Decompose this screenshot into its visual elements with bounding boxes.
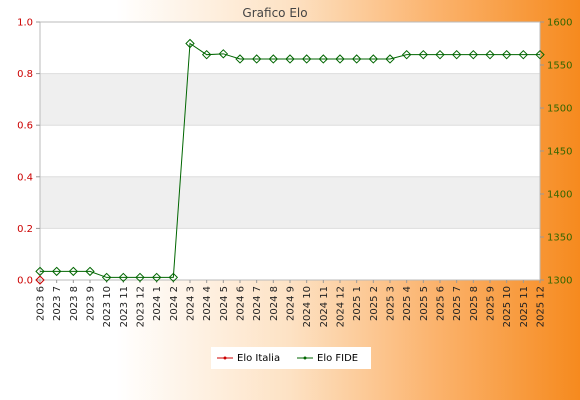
plot-area <box>40 22 540 280</box>
right-tick-label: 1350 <box>547 233 572 244</box>
data-point-elo-fide <box>101 272 112 283</box>
right-tick-label: 1550 <box>547 61 572 72</box>
data-point-elo-fide <box>185 38 195 49</box>
data-point-elo-fide <box>318 54 329 64</box>
x-tick-label: 2023 12 <box>136 286 147 327</box>
x-tick-label: 2025 11 <box>519 286 530 327</box>
data-point-elo-fide <box>85 266 95 277</box>
x-tick-label: 2024 4 <box>202 286 213 321</box>
left-tick-label: 1.0 <box>17 18 33 29</box>
x-tick-label: 2025 2 <box>369 286 380 321</box>
left-tick-label: 0.8 <box>17 69 33 80</box>
data-point-elo-fide <box>468 49 479 60</box>
x-tick-label: 2025 8 <box>469 286 480 321</box>
right-tick-label: 1300 <box>547 276 572 287</box>
data-point-elo-fide <box>235 54 245 64</box>
data-point-elo-fide <box>385 54 395 64</box>
x-tick-label: 2024 11 <box>319 286 330 327</box>
plot-background <box>40 22 540 280</box>
data-point-elo-fide <box>485 49 495 60</box>
data-point-elo-fide <box>218 49 229 59</box>
data-point-elo-fide <box>435 49 445 60</box>
x-tick-label: 2024 2 <box>169 286 180 321</box>
data-point-elo-fide <box>368 54 379 64</box>
x-tick-label: 2024 9 <box>286 286 297 321</box>
x-tick-label: 2023 8 <box>69 286 80 321</box>
data-point-elo-fide <box>201 49 212 60</box>
legend-marker-elo-italia <box>223 356 227 360</box>
data-point-elo-fide <box>268 54 279 64</box>
data-point-elo-fide <box>168 272 179 283</box>
x-tick-label: 2025 10 <box>502 286 513 327</box>
x-tick-label: 2025 1 <box>352 286 363 321</box>
plot-band <box>40 73 540 126</box>
x-tick-label: 2025 3 <box>386 286 397 321</box>
data-point-elo-fide <box>535 49 545 60</box>
x-tick-label: 2025 4 <box>402 286 413 321</box>
plot-band <box>40 176 540 229</box>
x-tick-label: 2025 9 <box>486 286 497 321</box>
data-point-elo-fide <box>301 54 312 64</box>
data-point-elo-fide <box>401 49 412 60</box>
data-point-elo-fide <box>518 49 529 60</box>
legend: Elo Italia Elo FIDE <box>211 347 371 369</box>
series-layer <box>35 38 545 285</box>
x-tick-label: 2025 12 <box>536 286 547 327</box>
left-tick-label: 0.0 <box>17 276 33 287</box>
x-tick-label: 2024 3 <box>186 286 197 321</box>
series-line-elo-fide <box>40 42 540 278</box>
right-tick-label: 1600 <box>547 18 572 29</box>
right-tick-label: 1500 <box>547 104 572 115</box>
x-tick-label: 2024 5 <box>219 286 230 321</box>
legend-label-elo-italia: Elo Italia <box>237 353 280 364</box>
data-point-elo-fide <box>418 49 429 60</box>
chart-title: Grafico Elo <box>242 6 307 20</box>
x-tick-label: 2025 5 <box>419 286 430 321</box>
legend-box <box>211 347 371 369</box>
data-point-elo-fide <box>135 272 145 283</box>
right-y-axis: 1300 1350 1400 1450 1500 1550 1600 <box>540 18 572 287</box>
data-point-elo-fide <box>51 266 62 277</box>
data-point-elo-fide <box>35 266 45 277</box>
legend-marker-elo-fide <box>303 356 307 360</box>
left-y-axis: 0.0 0.2 0.4 0.6 0.8 1.0 <box>17 18 40 287</box>
data-point-elo-fide <box>451 49 462 60</box>
data-point-elo-fide <box>118 272 129 283</box>
x-tick-label: 2023 11 <box>119 286 130 327</box>
right-tick-label: 1450 <box>547 147 572 158</box>
x-tick-label: 2024 1 <box>152 286 163 321</box>
left-tick-label: 0.4 <box>17 172 33 183</box>
data-point-elo-fide <box>501 49 512 60</box>
x-tick-label: 2024 6 <box>236 286 247 321</box>
x-tick-label: 2024 10 <box>302 286 313 327</box>
data-point-elo-fide <box>335 54 345 64</box>
data-point-elo-fide <box>151 272 162 283</box>
x-tick-label: 2023 9 <box>86 286 97 321</box>
x-tick-label: 2024 7 <box>252 286 263 321</box>
x-tick-label: 2025 7 <box>452 286 463 321</box>
left-tick-label: 0.2 <box>17 224 33 235</box>
legend-label-elo-fide: Elo FIDE <box>317 353 358 364</box>
data-point-elo-fide <box>251 54 262 64</box>
data-point-elo-fide <box>68 266 79 277</box>
data-point-elo-italia <box>35 275 45 285</box>
x-tick-label: 2025 6 <box>436 286 447 321</box>
x-tick-label: 2023 7 <box>52 286 63 321</box>
x-tick-label: 2024 12 <box>336 286 347 327</box>
data-point-elo-fide <box>351 54 362 64</box>
left-tick-label: 0.6 <box>17 121 33 132</box>
x-tick-label: 2023 6 <box>36 286 47 321</box>
x-axis: 2023 6 2023 7 2023 8 2023 9 2023 10 2023 11 20… <box>36 280 547 327</box>
x-tick-label: 2023 10 <box>102 286 113 327</box>
right-tick-label: 1400 <box>547 190 572 201</box>
x-tick-label: 2024 8 <box>269 286 280 321</box>
data-point-elo-fide <box>285 54 295 64</box>
